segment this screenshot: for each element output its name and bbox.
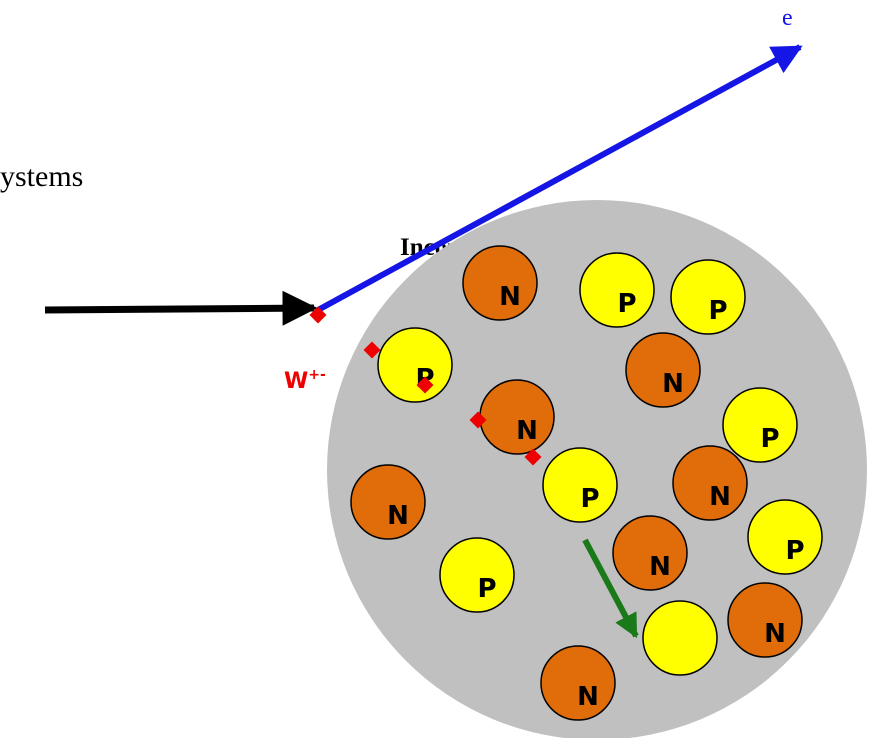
nucleon-label: N	[764, 619, 786, 649]
nucleon-label: P	[708, 296, 727, 326]
nucleon-label: N	[577, 682, 599, 712]
nucleon-label: P	[477, 574, 496, 604]
outgoing-label: e	[782, 5, 793, 31]
incoming-arrow	[45, 308, 314, 310]
nucleon-label: P	[617, 289, 636, 319]
nucleon-label: N	[662, 369, 684, 399]
exchange-superscript: +-	[308, 367, 326, 383]
empty-nucleon	[643, 601, 717, 675]
nucleon-label: N	[499, 282, 521, 312]
nucleon-label: N	[649, 552, 671, 582]
diagram: ystems Incoming νe e NPPPNNPNPNNPPNN W+-	[0, 0, 885, 738]
exchange-label: W+-	[284, 367, 326, 394]
nucleon-label: P	[785, 536, 804, 566]
caption-fragment: ystems	[0, 160, 83, 193]
nucleon-label: P	[580, 484, 599, 514]
exchange-text: W	[284, 369, 308, 394]
nucleon-label: N	[709, 482, 731, 512]
nucleon-label: N	[516, 416, 538, 446]
nucleon-label: P	[760, 424, 779, 454]
nucleon-label: N	[387, 501, 409, 531]
